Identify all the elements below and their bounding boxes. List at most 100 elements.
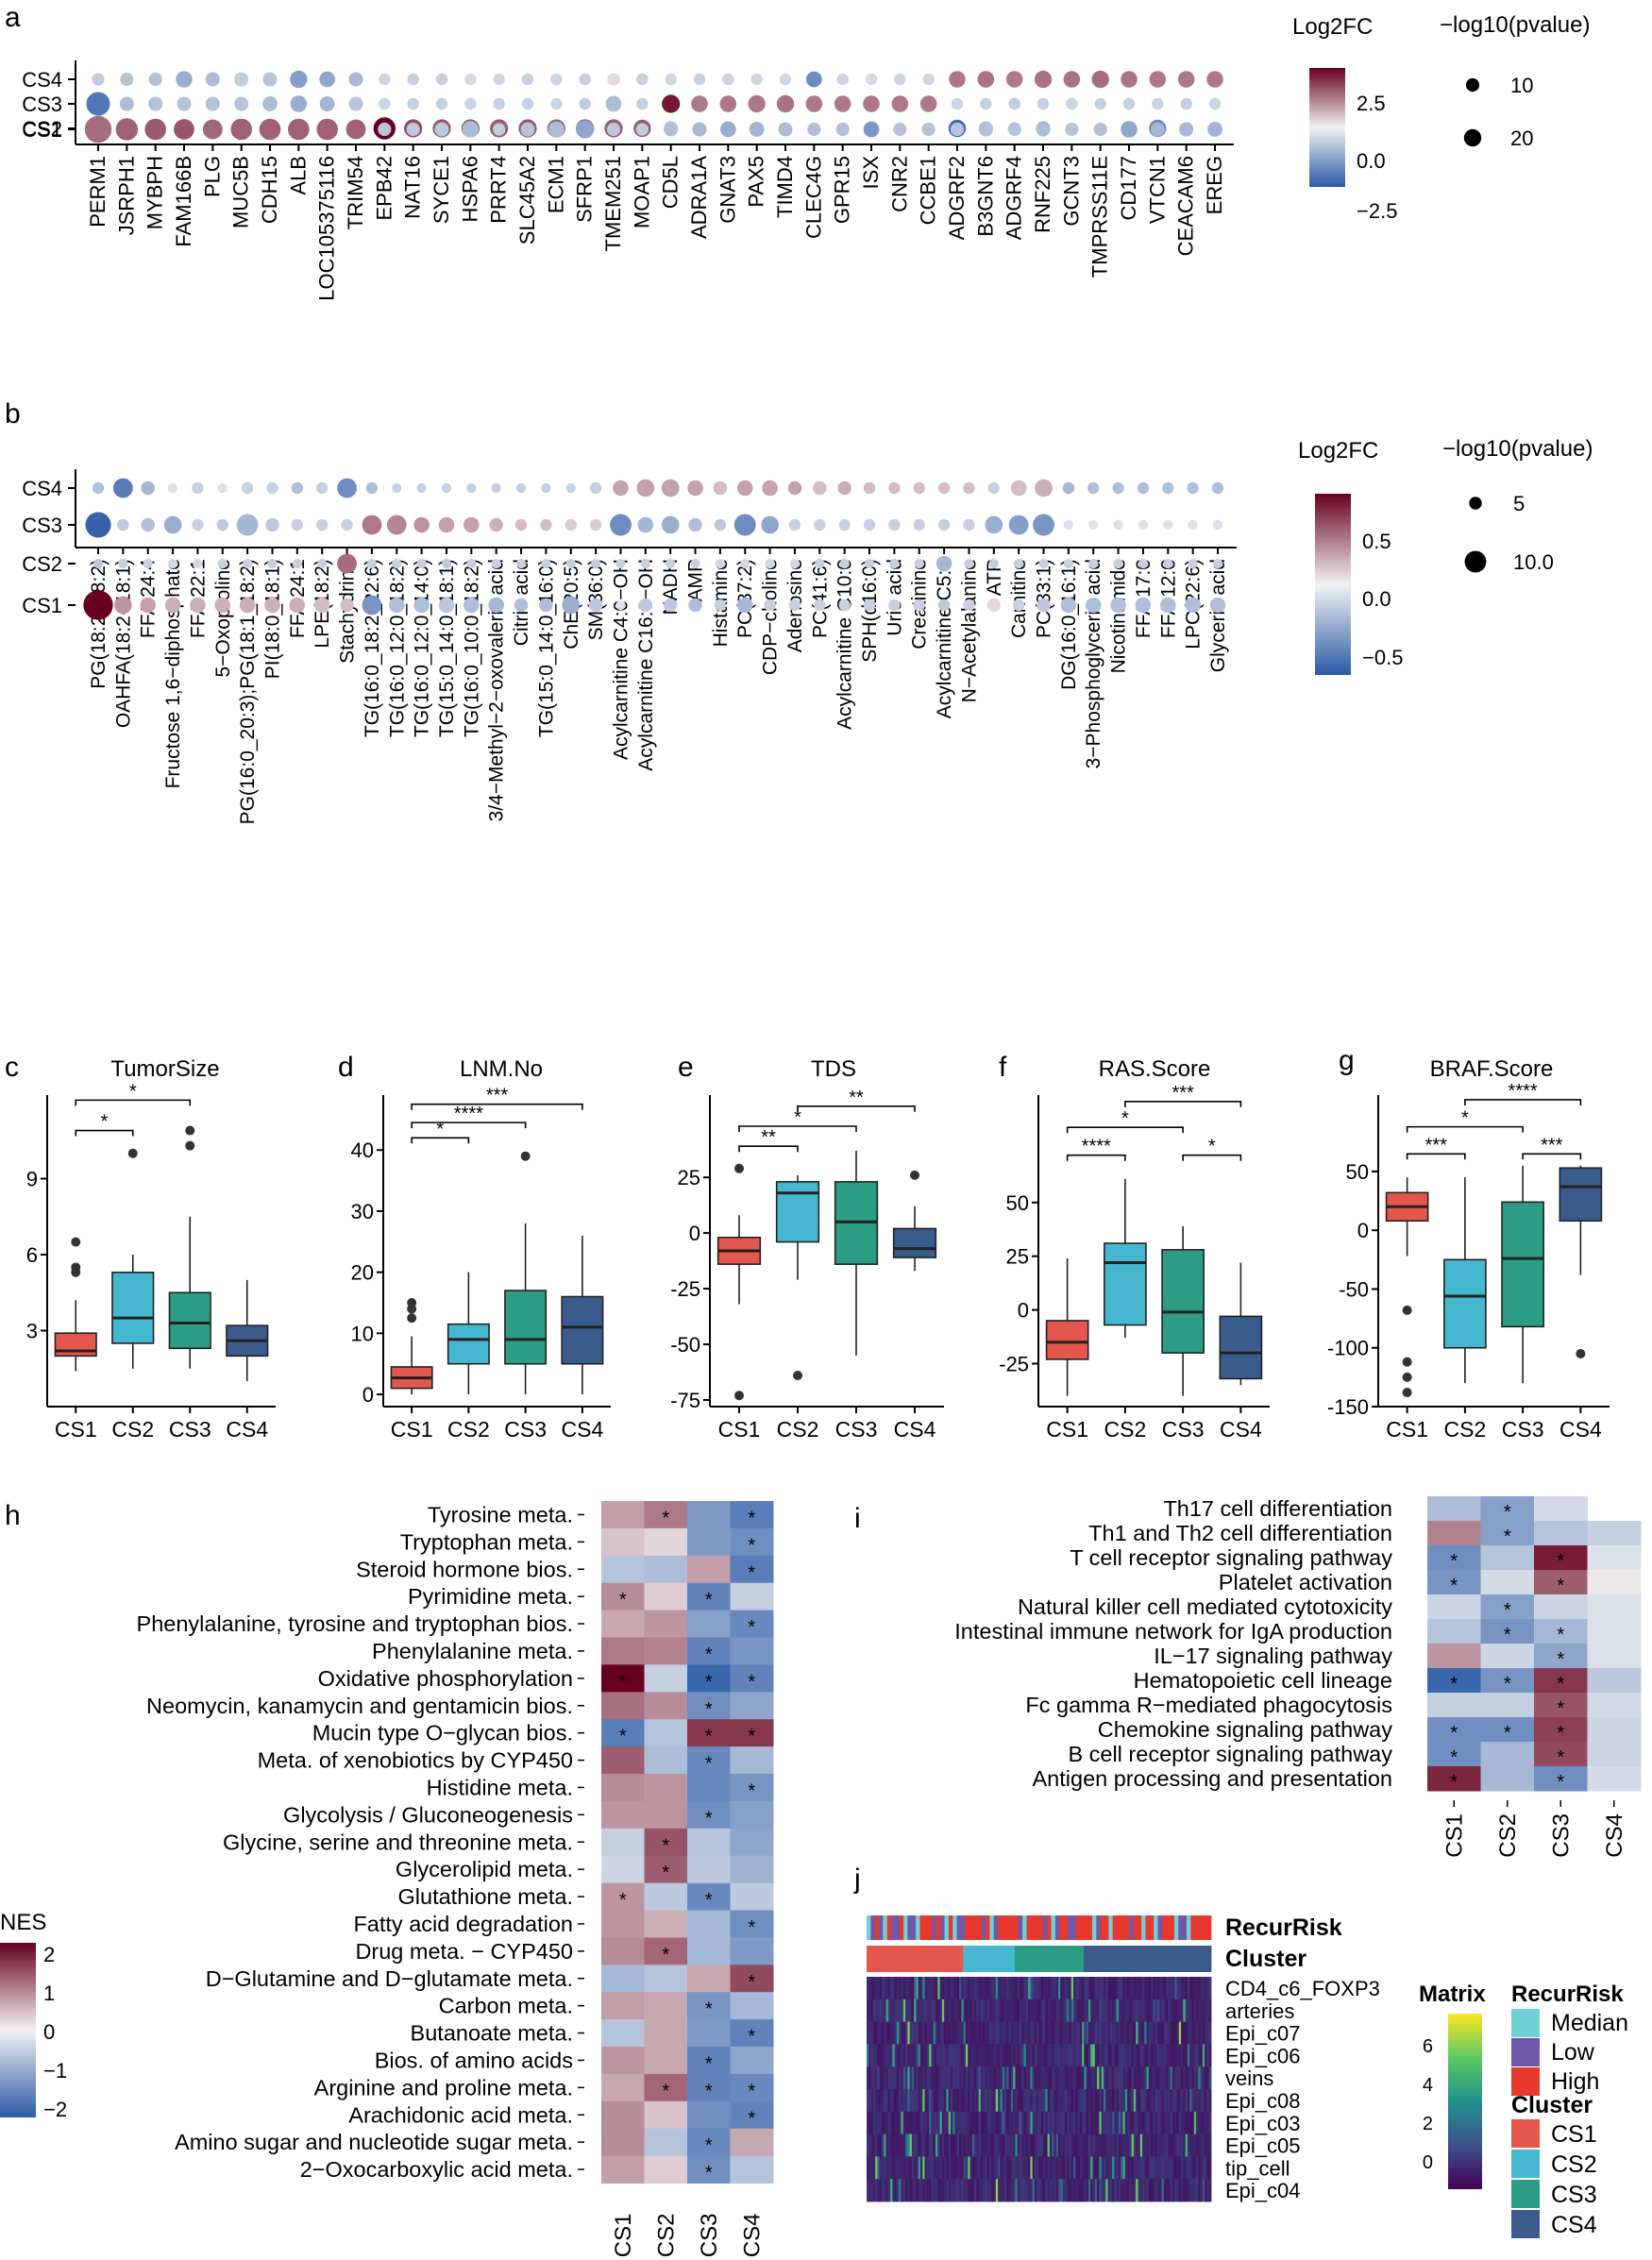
matrix-cell (911, 2179, 915, 2202)
matrix-legend-tick: 2 (1423, 2114, 1433, 2134)
dot (316, 481, 329, 495)
matrix-cell (1064, 1977, 1068, 2000)
matrix-cell (1075, 2179, 1078, 2202)
matrix-cell (877, 2089, 881, 2113)
matrix-cell (1060, 1999, 1063, 2022)
heatmap-cell (730, 1910, 774, 1938)
matrix-cell (956, 2156, 960, 2180)
matrix-cell (1133, 2134, 1137, 2157)
column-label: TIMD4 (773, 156, 797, 218)
matrix-cell (959, 2156, 962, 2180)
matrix-cell (1054, 2021, 1057, 2045)
dot (413, 597, 430, 614)
significance-star: * (662, 1945, 669, 1965)
matrix-cell (954, 2134, 958, 2157)
dot (663, 598, 678, 613)
matrix-cell (954, 2044, 958, 2067)
matrix-cell (969, 1977, 973, 2000)
matrix-cell (986, 1977, 990, 2000)
matrix-cell (1040, 2044, 1044, 2067)
outlier (1402, 1357, 1412, 1367)
dot (217, 482, 228, 494)
matrix-cell (890, 2044, 893, 2067)
dot (688, 517, 702, 532)
dot (234, 96, 249, 111)
heatmap-cell (1480, 1496, 1535, 1522)
dot (192, 481, 204, 495)
matrix-cell (1062, 2111, 1066, 2134)
matrix-cell (959, 2044, 962, 2067)
matrix-cell (1077, 2021, 1081, 2045)
matrix-cell (1067, 2021, 1070, 2045)
box (1161, 1249, 1205, 1354)
matrix-cell (1030, 1999, 1034, 2022)
dot (539, 598, 553, 613)
matrix-cell (1043, 2156, 1046, 2180)
matrix-cell (1191, 2044, 1195, 2067)
column-label: RNF225 (1031, 156, 1054, 233)
matrix-cell (1099, 2134, 1103, 2157)
matrix-cell (1062, 1999, 1066, 2022)
matrix-cell (1208, 2156, 1212, 2180)
matrix-cell (926, 2179, 930, 2202)
significance-bracket (75, 1129, 134, 1137)
matrix-cell (907, 2179, 911, 2202)
dot (750, 73, 763, 86)
matrix-cell (1079, 2066, 1083, 2090)
matrix-cell (1118, 2156, 1121, 2180)
matrix-cell (991, 1977, 994, 2000)
matrix-cell (1055, 2134, 1059, 2157)
matrix-cell (1087, 2089, 1091, 2113)
matrix-cell (1086, 2021, 1089, 2045)
matrix-cell (881, 2156, 885, 2180)
dot (664, 122, 679, 137)
matrix-cell (1161, 1977, 1165, 2000)
matrix-cell (1185, 2089, 1188, 2113)
matrix-cell (881, 2066, 885, 2090)
matrix-cell (1038, 2066, 1042, 2090)
dot (736, 597, 753, 614)
matrix-cell (991, 2089, 994, 2113)
column-label: CLEC4G (801, 156, 825, 239)
heatmap-cell (730, 1555, 774, 1584)
matrix-cell (1116, 2089, 1120, 2113)
matrix-cell (920, 2089, 923, 2113)
matrix-cell (1064, 2021, 1068, 2045)
matrix-cell (1172, 2156, 1175, 2180)
matrix-cell (1146, 2044, 1150, 2067)
matrix-cell (1174, 2066, 1177, 2090)
matrix-cell (1084, 2111, 1087, 2134)
matrix-cell (1084, 2044, 1087, 2067)
matrix-cell (1136, 2179, 1138, 2202)
significance-star: * (748, 1727, 755, 1747)
matrix-cell (1058, 2111, 1061, 2134)
matrix-cell (902, 2111, 906, 2134)
significance-label: * (101, 1112, 109, 1133)
matrix-cell (1073, 2044, 1076, 2067)
matrix-cell (941, 2134, 945, 2157)
heatmap-cell (730, 2073, 774, 2102)
heatmap-cell (601, 1555, 645, 1584)
matrix-cell (1052, 2021, 1054, 2045)
matrix-cell (1079, 2179, 1083, 2202)
heatmap-cell (1534, 1619, 1588, 1644)
dot (949, 71, 966, 88)
significance-star: * (705, 1808, 713, 1829)
matrix-cell (1049, 2044, 1053, 2067)
matrix-cell (1198, 2134, 1201, 2157)
matrix-cell (1138, 2021, 1141, 2045)
dot (1063, 519, 1074, 531)
matrix-cell (980, 2089, 984, 2113)
matrix-cell (986, 2066, 990, 2090)
dot (687, 480, 703, 497)
size-legend-label: 10.0 (1513, 550, 1554, 574)
matrix-cell (1034, 2021, 1037, 2045)
column-label: TMEM251 (601, 156, 625, 251)
matrix-cell (941, 2044, 945, 2067)
matrix-cell (872, 1999, 876, 2022)
column-label: LOC105375116 (315, 156, 339, 301)
matrix-cell (1172, 2044, 1175, 2067)
heatmap-cell (687, 1527, 731, 1557)
y-tick-label: 0 (689, 1222, 700, 1245)
dot (441, 482, 452, 494)
